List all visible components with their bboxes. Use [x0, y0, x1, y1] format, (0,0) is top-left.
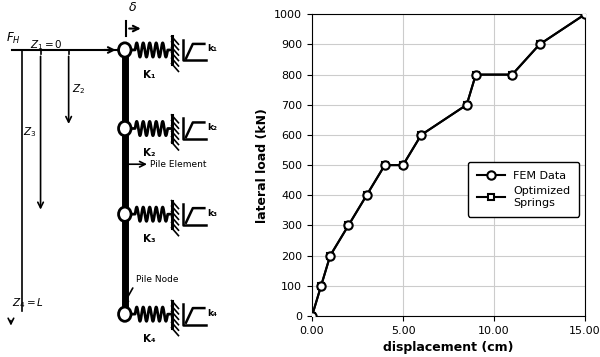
FEM Data: [400, 163, 407, 167]
FEM Data: [308, 314, 316, 318]
Optimized
Springs: [581, 12, 589, 16]
X-axis label: displacement (cm): displacement (cm): [383, 341, 514, 354]
Text: k₂: k₂: [207, 123, 217, 132]
FEM Data: [326, 253, 334, 258]
Text: K₁: K₁: [143, 70, 155, 80]
Legend: FEM Data, Optimized
Springs: FEM Data, Optimized Springs: [468, 162, 580, 217]
FEM Data: [536, 42, 543, 47]
Optimized
Springs: [472, 72, 479, 77]
Text: $\delta$: $\delta$: [128, 1, 137, 14]
Circle shape: [119, 307, 131, 321]
FEM Data: [472, 72, 479, 77]
FEM Data: [463, 103, 470, 107]
Y-axis label: lateral load (kN): lateral load (kN): [256, 108, 269, 222]
Text: k₄: k₄: [207, 308, 217, 318]
Text: $Z_3$: $Z_3$: [23, 125, 37, 139]
FEM Data: [418, 133, 425, 137]
Optimized
Springs: [400, 163, 407, 167]
Text: $Z_4=L$: $Z_4=L$: [13, 297, 44, 310]
Text: $Z_1=0$: $Z_1=0$: [29, 38, 62, 51]
Optimized
Springs: [345, 223, 352, 228]
FEM Data: [363, 193, 370, 197]
Optimized
Springs: [363, 193, 370, 197]
Text: K₄: K₄: [143, 334, 155, 344]
Optimized
Springs: [308, 314, 316, 318]
Optimized
Springs: [463, 103, 470, 107]
Line: FEM Data: FEM Data: [308, 10, 589, 320]
Optimized
Springs: [418, 133, 425, 137]
Optimized
Springs: [509, 72, 516, 77]
FEM Data: [381, 163, 388, 167]
FEM Data: [509, 72, 516, 77]
Text: Pile Element: Pile Element: [151, 160, 207, 169]
Line: Optimized
Springs: Optimized Springs: [308, 11, 589, 320]
Circle shape: [119, 207, 131, 221]
FEM Data: [317, 283, 325, 288]
Text: k₁: k₁: [207, 44, 217, 54]
FEM Data: [581, 12, 589, 16]
Circle shape: [119, 43, 131, 57]
Circle shape: [119, 121, 131, 136]
Optimized
Springs: [381, 163, 388, 167]
Optimized
Springs: [536, 42, 543, 47]
Text: Pile Node: Pile Node: [136, 275, 178, 284]
Text: $Z_2$: $Z_2$: [73, 82, 86, 96]
Text: K₂: K₂: [143, 148, 155, 158]
FEM Data: [345, 223, 352, 228]
Text: K₃: K₃: [143, 234, 155, 244]
Optimized
Springs: [317, 283, 325, 288]
Text: $F_H$: $F_H$: [6, 31, 21, 46]
Optimized
Springs: [326, 253, 334, 258]
Text: k₃: k₃: [207, 208, 217, 218]
